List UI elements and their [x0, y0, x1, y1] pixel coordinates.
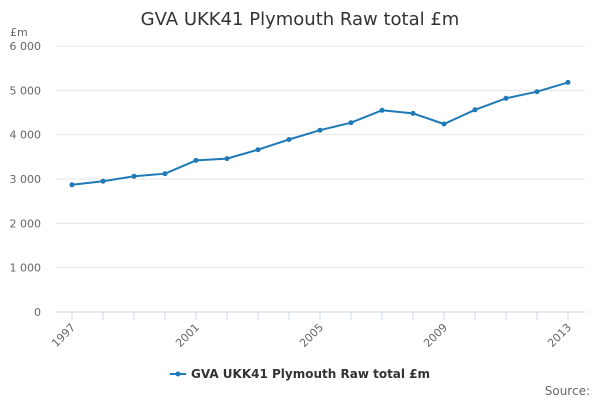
x-axis: 1997 2001 2005 2009 2013 [49, 311, 585, 350]
series-group [69, 79, 571, 188]
y-axis-unit-label: £m [10, 26, 28, 39]
x-tick-label: 2009 [421, 321, 450, 350]
x-tick-label: 2013 [545, 321, 574, 350]
y-tick-label: 4 000 [10, 129, 42, 142]
data-point[interactable] [410, 110, 416, 116]
data-point[interactable] [348, 120, 354, 126]
legend[interactable]: GVA UKK41 Plymouth Raw total £m [170, 367, 430, 381]
data-point[interactable] [286, 137, 292, 142]
series-line [71, 81, 569, 186]
chart-title: GVA UKK41 Plymouth Raw total £m [141, 9, 460, 30]
y-tick-label: 3 000 [10, 173, 42, 186]
data-point[interactable] [441, 121, 447, 127]
source-label: Source: [545, 384, 590, 398]
data-point[interactable] [565, 79, 571, 85]
y-axis-tick-labels: 0 1 000 2 000 3 000 4 000 5 000 6 000 [10, 40, 42, 319]
data-point[interactable] [317, 127, 323, 133]
data-point[interactable] [224, 156, 230, 162]
data-point[interactable] [162, 171, 168, 177]
data-point[interactable] [379, 107, 385, 113]
x-tick-label: 2005 [297, 321, 326, 350]
y-tick-label: 5 000 [10, 84, 42, 97]
x-tick-label: 1997 [49, 321, 78, 350]
y-tick-label: 2 000 [10, 217, 42, 230]
x-tick-label: 2001 [173, 321, 202, 350]
y-tick-label: 1 000 [10, 262, 42, 275]
data-point[interactable] [472, 107, 478, 113]
data-point[interactable] [69, 182, 75, 188]
data-point[interactable] [503, 95, 509, 101]
legend-swatch-marker [175, 371, 181, 377]
y-tick-label: 6 000 [10, 40, 42, 53]
data-point[interactable] [193, 157, 199, 163]
grid-lines [56, 45, 585, 269]
data-point[interactable] [534, 89, 540, 95]
y-tick-label: 0 [34, 306, 41, 319]
legend-label: GVA UKK41 Plymouth Raw total £m [191, 367, 430, 381]
data-point[interactable] [100, 178, 106, 184]
data-point[interactable] [255, 147, 261, 153]
data-point[interactable] [131, 173, 137, 179]
